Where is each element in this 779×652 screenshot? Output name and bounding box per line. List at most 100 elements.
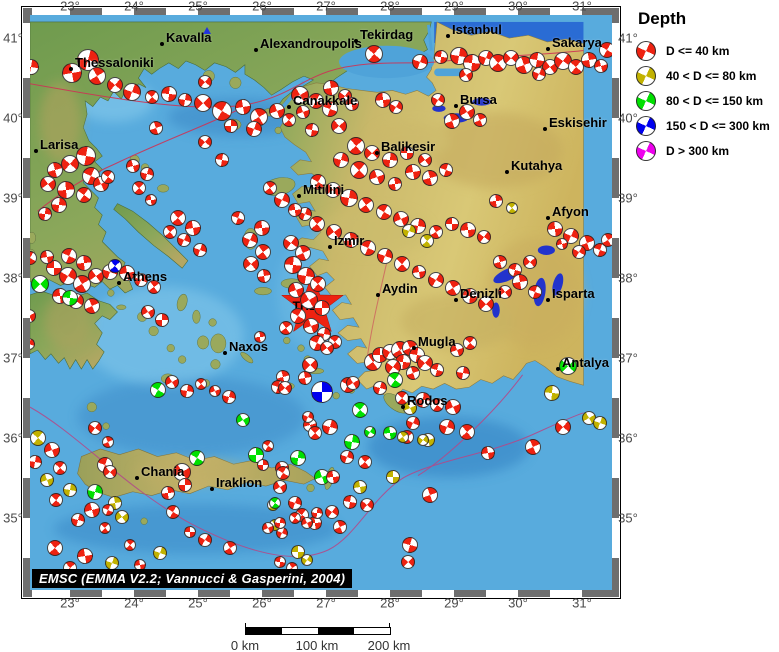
focal-mechanism-ball [40, 473, 54, 487]
focal-mechanism-ball [254, 220, 270, 236]
focal-mechanism-ball [223, 541, 237, 555]
focal-mechanism-ball [412, 265, 426, 279]
focal-mechanism-ball [493, 255, 507, 269]
focal-mechanism-ball [406, 366, 420, 380]
city-dot [454, 298, 458, 302]
focal-mechanism-ball [30, 430, 46, 446]
degree-label: 25° [188, 0, 208, 14]
focal-mechanism-ball [395, 391, 409, 405]
focal-mechanism-ball [331, 118, 347, 134]
focal-mechanism-ball [76, 255, 92, 271]
focal-mechanism-ball [422, 487, 438, 503]
degree-label: 26° [252, 0, 272, 14]
city-label: Bursa [460, 92, 497, 107]
focal-mechanism-ball [389, 100, 403, 114]
focal-mechanism-ball [352, 402, 368, 418]
degree-label: 26° [252, 595, 272, 611]
focal-mechanism-ball [161, 486, 175, 500]
focal-mechanism-ball [212, 101, 232, 121]
degree-label: 39° [3, 190, 23, 206]
focal-mechanism-ball [450, 343, 464, 357]
focal-mechanism-ball [269, 497, 281, 509]
focal-mechanism-ball [402, 537, 418, 553]
focal-mechanism-ball [185, 220, 201, 236]
bosporus-strait [427, 24, 433, 51]
focal-mechanism-ball [278, 381, 292, 395]
focal-mechanism-ball [594, 59, 608, 73]
focal-mechanism-ball [320, 341, 334, 355]
focal-mechanism-ball [62, 290, 78, 306]
focal-mechanism-ball [462, 288, 478, 304]
legend-depth-label: 80 < D <= 150 km [666, 94, 764, 108]
focal-mechanism-ball [444, 113, 460, 129]
focal-mechanism-ball [47, 162, 63, 178]
focal-mechanism-ball [257, 459, 269, 471]
focal-mechanism-ball [295, 245, 311, 261]
focal-mechanism-ball [314, 300, 330, 316]
degree-label: 24° [124, 595, 144, 611]
focal-mechanism-ball [150, 382, 166, 398]
legend-depth-ball [636, 66, 656, 86]
city-label: Chania [141, 464, 185, 479]
focal-mechanism-ball [166, 505, 180, 519]
frame-band-bottom [30, 590, 612, 597]
degree-label: 40° [3, 110, 23, 126]
focal-mechanism-ball [358, 455, 372, 469]
scale-tick [245, 623, 246, 628]
focal-mechanism-ball [555, 419, 571, 435]
focal-mechanism-ball [445, 217, 459, 231]
city-label: Izmir [334, 233, 365, 248]
lakes [432, 98, 564, 318]
legend-depth-ball [636, 141, 656, 161]
legend-depth-ball [636, 116, 656, 136]
focal-mechanism-ball [405, 164, 421, 180]
focal-mechanism-ball [62, 63, 82, 83]
focal-mechanism-ball [528, 285, 542, 299]
focal-mechanism-ball [417, 434, 429, 446]
focal-mechanism-ball [333, 152, 349, 168]
city-dot [412, 346, 416, 350]
focal-mechanism-ball [333, 520, 347, 534]
focal-mechanism-ball [358, 197, 374, 213]
city-label: Thessaloniki [75, 55, 154, 70]
focal-mechanism-ball [376, 204, 392, 220]
city-label: Naxos [229, 339, 269, 354]
city-label: Antalya [562, 355, 609, 370]
focal-mechanism-ball [38, 207, 52, 221]
map-scale-bar [245, 623, 391, 635]
focal-mechanism-ball [153, 546, 167, 560]
focal-mechanism-ball [288, 282, 304, 298]
focal-mechanism-ball [141, 305, 155, 319]
city-label: Aydin [382, 281, 418, 296]
focal-mechanism-ball [107, 77, 123, 93]
city-dot [160, 42, 164, 46]
focal-mechanism-ball [568, 59, 584, 75]
focal-mechanism-ball [145, 194, 157, 206]
focal-mechanism-ball [303, 318, 319, 334]
focal-mechanism-ball [343, 495, 357, 509]
legend-depth-label: D > 300 km [666, 144, 730, 158]
city-label: Kutahya [511, 158, 563, 173]
city-dot [546, 47, 550, 51]
focal-mechanism-ball [489, 194, 503, 208]
focal-mechanism-ball [165, 375, 179, 389]
focal-mechanism-ball [180, 384, 194, 398]
scale-label: 200 km [367, 638, 411, 652]
focal-mechanism-ball [273, 480, 287, 494]
legend-depth-ball [636, 91, 656, 111]
focal-mechanism-ball [309, 216, 325, 232]
focal-mechanism-ball [397, 431, 409, 443]
city-dot [328, 245, 332, 249]
focal-mechanism-ball [393, 211, 409, 227]
city-dot [505, 170, 509, 174]
degree-label: 35° [618, 510, 638, 526]
city-dot [117, 281, 121, 285]
degree-label: 36° [3, 430, 23, 446]
city-label: Alexandroupolis [260, 36, 362, 51]
focal-mechanism-ball [418, 153, 432, 167]
focal-mechanism-ball [198, 135, 212, 149]
focal-mechanism-ball [40, 250, 54, 264]
frame-corner [612, 8, 619, 15]
focal-mechanism-ball [231, 211, 245, 225]
